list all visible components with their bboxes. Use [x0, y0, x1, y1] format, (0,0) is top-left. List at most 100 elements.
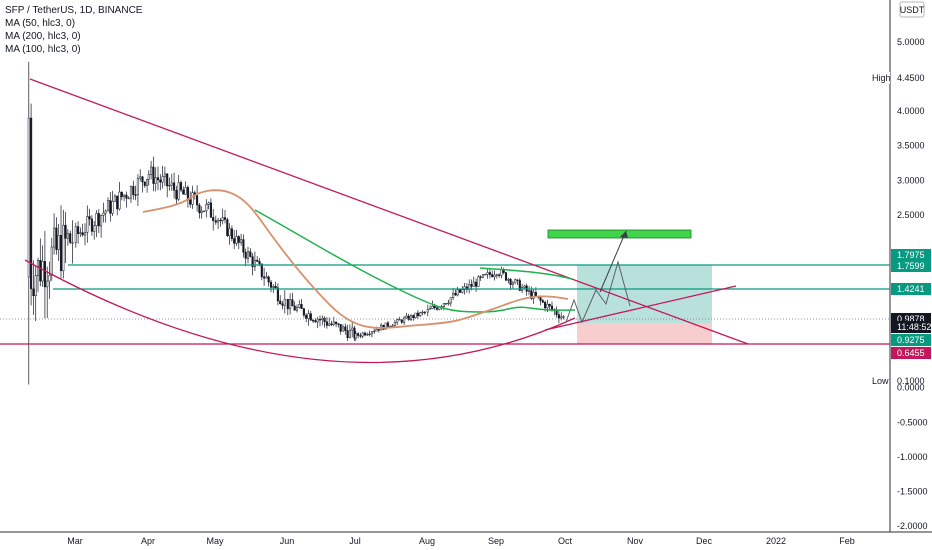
candle-body: [226, 219, 229, 237]
candle-body: [339, 324, 342, 332]
currency-box[interactable]: [899, 1, 925, 18]
candle-body: [403, 317, 406, 323]
candle-body: [30, 117, 33, 290]
candle-body: [541, 300, 544, 303]
candle-body: [86, 216, 89, 233]
candle-body: [39, 260, 42, 282]
candle-body: [253, 259, 256, 268]
candle-body: [532, 292, 535, 299]
candle-body: [305, 314, 308, 319]
drawings: [0, 78, 890, 364]
candle-body: [127, 197, 130, 200]
candle-body: [200, 210, 203, 214]
ascending-trendline[interactable]: [544, 285, 737, 331]
candle-body: [95, 213, 98, 226]
currency-label: USDT: [900, 5, 925, 15]
candle-body: [435, 307, 439, 310]
candle-body: [104, 210, 107, 214]
candle-body: [123, 194, 126, 198]
candle-body: [289, 299, 292, 310]
time-tick-label: Oct: [558, 536, 573, 546]
ma50-legend[interactable]: MA (50, hlc3, 0): [5, 18, 76, 29]
candle-body: [113, 195, 116, 202]
candle-body: [212, 217, 215, 221]
rounding-bottom-arc[interactable]: [24, 259, 576, 364]
ma100-legend[interactable]: MA (100, hlc3, 0): [5, 44, 81, 55]
candle-body: [431, 305, 434, 309]
time-tick-label: Nov: [627, 536, 644, 546]
candle-body: [375, 329, 378, 332]
low-value: 0.1000: [897, 376, 925, 386]
high-label-bg: [868, 72, 890, 84]
symbol-title[interactable]: SFP / TetherUS, 1D, BINANCE: [5, 5, 143, 16]
price-tag: [891, 334, 931, 346]
candle-body: [53, 227, 56, 248]
candle-body: [152, 166, 155, 184]
candle-body: [523, 285, 526, 288]
candle-body: [357, 333, 360, 336]
candle-body: [368, 333, 371, 336]
candle-body: [93, 225, 96, 232]
candle-body: [179, 182, 183, 191]
target-zone[interactable]: [577, 265, 712, 323]
candle-body: [416, 312, 419, 317]
stop-zone[interactable]: [577, 323, 712, 344]
candle-body: [293, 305, 296, 311]
candle-body: [363, 332, 367, 336]
candle-body: [265, 276, 268, 279]
candle-body: [300, 304, 303, 309]
candle-body: [475, 281, 478, 287]
candle-body: [202, 210, 206, 213]
candle-body: [43, 261, 46, 288]
candle-body: [370, 331, 373, 335]
candle-body: [555, 310, 558, 315]
candle-body: [456, 289, 459, 296]
candle-body: [530, 290, 533, 299]
candle-body: [139, 176, 142, 179]
candle-body: [230, 228, 233, 239]
price-tick-label: 4.0000: [897, 106, 925, 116]
price-tag: [891, 249, 931, 261]
time-tick-label: Mar: [67, 536, 83, 546]
candle-body: [205, 204, 208, 212]
price-tag-label: 1.7599: [897, 261, 925, 271]
candle-body: [77, 226, 80, 234]
descending-trendline[interactable]: [29, 78, 749, 345]
price-tag: [891, 260, 931, 272]
candle-body: [136, 178, 139, 196]
candle-body: [74, 226, 77, 243]
candle-body: [46, 280, 49, 288]
target-box[interactable]: [547, 229, 692, 239]
candle-body: [177, 182, 180, 200]
candle-body: [302, 308, 305, 316]
candle-body: [325, 321, 328, 326]
candle-body: [258, 261, 261, 265]
candle-body: [150, 166, 153, 175]
candle-body: [335, 321, 338, 324]
low-label: Low: [872, 376, 889, 386]
candle-body: [361, 332, 364, 337]
candle-body: [233, 238, 236, 244]
candle-body: [400, 319, 403, 323]
candle-body: [527, 290, 531, 292]
time-axis[interactable]: Mar Apr May Jun Jul Aug Sep Oct Nov Dec 2022 Feb: [67, 536, 855, 546]
candle-body: [314, 320, 317, 323]
candle-body: [64, 224, 67, 239]
candle-body: [90, 218, 93, 232]
candle-body: [209, 202, 212, 218]
candle-body: [156, 177, 160, 181]
candle-body: [393, 321, 396, 326]
price-tag-label: 0.6455: [897, 348, 925, 358]
arrow-head-icon: [620, 231, 628, 238]
candle-body: [414, 312, 417, 318]
candle-body: [249, 251, 252, 257]
candle-body: [132, 186, 135, 196]
ma200-legend[interactable]: MA (200, hlc3, 0): [5, 31, 81, 42]
candle-body: [514, 279, 517, 284]
candle-body: [426, 309, 429, 313]
candle-body: [493, 274, 496, 277]
candle-body: [307, 313, 310, 319]
candle-body: [163, 173, 166, 177]
